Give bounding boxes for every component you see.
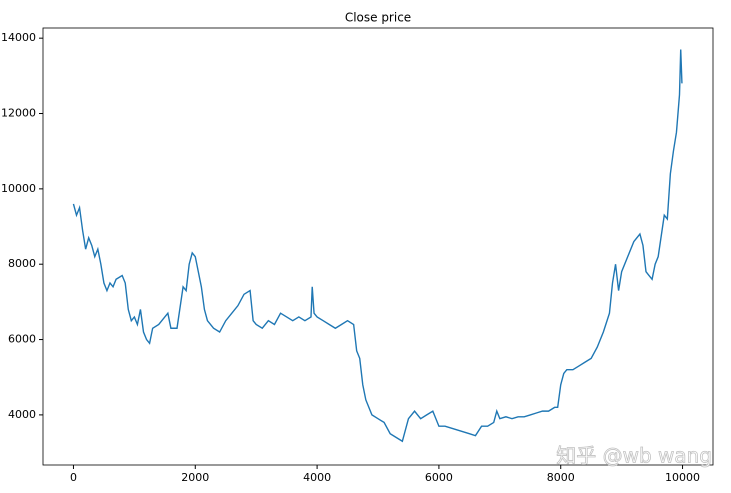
- chart-title: Close price: [345, 11, 411, 25]
- x-tick-label: 8000: [547, 471, 575, 484]
- y-tick-label: 8000: [8, 257, 36, 270]
- watermark: 知乎 @wb wang: [556, 444, 712, 468]
- plot-frame: [42, 27, 714, 466]
- y-tick-label: 6000: [8, 333, 36, 346]
- x-tick-label: 6000: [425, 471, 453, 484]
- x-tick-label: 10000: [665, 471, 700, 484]
- x-tick-label: 4000: [303, 471, 331, 484]
- y-tick-label: 4000: [8, 408, 36, 421]
- y-tick-label: 14000: [1, 31, 36, 44]
- line: [72, 49, 683, 443]
- y-tick-label: 10000: [1, 182, 36, 195]
- y-tick-label: 12000: [1, 107, 36, 120]
- x-tick-label: 0: [70, 471, 77, 484]
- x-tick-label: 2000: [181, 471, 209, 484]
